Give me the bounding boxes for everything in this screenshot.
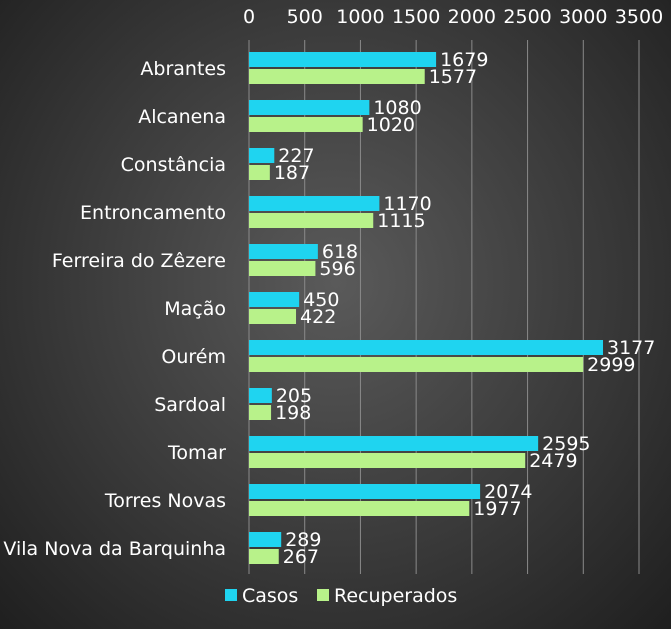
legend-swatch-recuperados: [317, 589, 329, 601]
data-label-casos: 1679: [440, 49, 488, 71]
x-axis-ticks: 0 500 1000 1500 2000 2500 3000 3500: [243, 6, 663, 28]
data-label-recuperados: 2479: [529, 450, 577, 472]
bar-casos: [249, 148, 275, 163]
bar-recuperados: [249, 501, 470, 516]
bar-casos: [249, 52, 437, 67]
bar-casos: [249, 196, 380, 211]
category-label: Vila Nova da Barquinha: [3, 538, 226, 560]
data-label-recuperados: 1977: [473, 498, 521, 520]
x-tick-label-3500: 3500: [615, 6, 663, 28]
data-label-recuperados: 187: [274, 162, 310, 184]
category-label: Ourém: [161, 346, 226, 368]
bar-casos: [249, 532, 282, 547]
category-label: Mação: [164, 298, 226, 320]
x-tick-label-1500: 1500: [392, 6, 440, 28]
data-label-recuperados: 2999: [587, 354, 635, 376]
bar-recuperados: [249, 309, 297, 324]
x-tick-label-3000: 3000: [559, 6, 607, 28]
x-tick-label-500: 500: [287, 6, 323, 28]
category-label: Constância: [121, 154, 226, 176]
bars: [249, 52, 604, 564]
data-label-recuperados: 1115: [377, 210, 425, 232]
x-tick-label-1000: 1000: [336, 6, 384, 28]
bar-casos: [249, 244, 318, 259]
bar-recuperados: [249, 117, 363, 132]
category-label: Abrantes: [140, 58, 226, 80]
bar-recuperados: [249, 213, 374, 228]
x-tick-label-0: 0: [243, 6, 255, 28]
data-label-casos: 1080: [373, 97, 421, 119]
data-label-casos: 1170: [383, 193, 431, 215]
data-label-recuperados: 422: [300, 306, 336, 328]
category-labels: Abrantes Alcanena Constância Entroncamento F…: [3, 58, 226, 560]
bar-recuperados: [249, 261, 316, 276]
bar-casos: [249, 388, 272, 403]
category-label: Entroncamento: [80, 202, 226, 224]
x-tick-label-2500: 2500: [503, 6, 551, 28]
data-label-casos: 205: [276, 385, 312, 407]
legend-swatch-casos: [225, 589, 237, 601]
bar-casos: [249, 340, 604, 355]
bar-recuperados: [249, 453, 526, 468]
x-tick-label-2000: 2000: [448, 6, 496, 28]
data-label-casos: 2074: [484, 481, 532, 503]
data-label-recuperados: 1577: [429, 66, 477, 88]
category-label: Alcanena: [138, 106, 226, 128]
data-label-casos: 3177: [607, 337, 655, 359]
data-label-recuperados: 267: [283, 546, 319, 568]
data-label-recuperados: 1020: [367, 114, 415, 136]
legend: Casos Recuperados: [225, 585, 457, 607]
data-label-recuperados: 596: [319, 258, 355, 280]
bar-recuperados: [249, 549, 279, 564]
bar-casos: [249, 484, 481, 499]
data-label-casos: 450: [303, 289, 339, 311]
data-label-casos: 227: [278, 145, 314, 167]
legend-label-recuperados: Recuperados: [334, 585, 457, 607]
data-label-casos: 289: [285, 529, 321, 551]
data-label-casos: 618: [322, 241, 358, 263]
bar-recuperados: [249, 357, 584, 372]
bar-casos: [249, 436, 539, 451]
bar-casos: [249, 100, 370, 115]
data-label-casos: 2595: [542, 433, 590, 455]
category-label: Ferreira do Zêzere: [52, 250, 226, 272]
category-label: Sardoal: [154, 394, 226, 416]
legend-label-casos: Casos: [242, 585, 298, 607]
data-label-recuperados: 198: [275, 402, 311, 424]
category-label: Torres Novas: [104, 490, 226, 512]
bar-casos: [249, 292, 300, 307]
category-label: Tomar: [167, 442, 226, 464]
bar-recuperados: [249, 165, 270, 180]
bar-recuperados: [249, 405, 272, 420]
bar-recuperados: [249, 69, 425, 84]
